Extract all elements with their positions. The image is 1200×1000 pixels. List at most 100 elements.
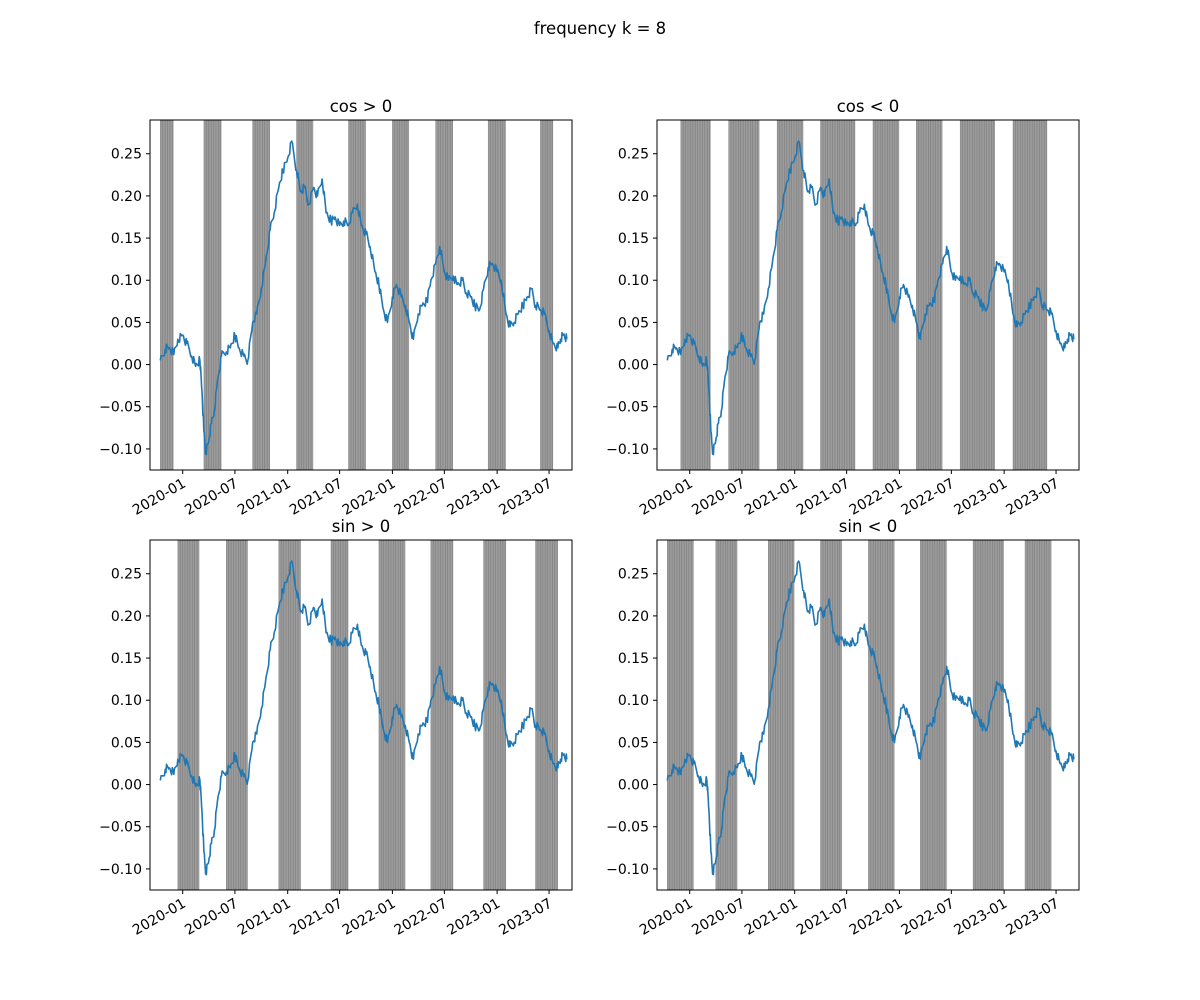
shaded-period-lines	[820, 540, 841, 890]
shaded-period	[1025, 540, 1052, 890]
shaded-period-lines	[296, 120, 312, 470]
axes-frame	[149, 119, 573, 471]
plot-area	[666, 120, 1075, 470]
y-tick-label: −0.05	[99, 820, 142, 836]
x-tick-label: 2021-01	[235, 896, 294, 939]
shaded-period	[868, 540, 895, 890]
series-line	[666, 140, 1075, 456]
y-tick-label: −0.05	[606, 820, 649, 836]
x-tick-label: 2022-07	[899, 476, 958, 519]
shaded-period-lines	[330, 540, 349, 890]
y-tick-label: 0.05	[111, 315, 142, 331]
y-tick-label: 0.10	[618, 273, 649, 289]
series-line	[159, 560, 568, 876]
x-tick-label: 2023-01	[444, 476, 503, 519]
shaded-period-lines	[916, 120, 941, 470]
y-tick-label: 0.15	[618, 231, 649, 247]
x-tick-label: 2020-01	[130, 896, 189, 939]
x-tick-label: 2021-07	[287, 476, 346, 519]
shaded-period	[435, 120, 453, 470]
x-tick-label: 2020-07	[182, 476, 241, 519]
shaded-period-lines	[667, 540, 692, 890]
x-tick-label: 2022-07	[392, 476, 451, 519]
x-tick-label: 2023-07	[1003, 476, 1062, 519]
shaded-period-lines	[226, 540, 246, 890]
shaded-period-lines	[728, 120, 758, 470]
x-tick-label: 2023-01	[951, 476, 1010, 519]
shaded-period-lines	[177, 540, 198, 890]
shaded-period	[226, 540, 248, 890]
plot-area	[666, 540, 1075, 890]
y-tick-label: 0.10	[111, 273, 142, 289]
y-tick-label: 0.00	[618, 778, 649, 794]
x-tick-label: 2020-01	[637, 476, 696, 519]
subplot-sin-negative: sin < 0 0.25 0.20 0.15 0.10 0.05 0.00 −0.05 −0.…	[606, 517, 1080, 939]
x-tick-label: 2021-01	[742, 476, 801, 519]
shaded-period-lines	[868, 540, 893, 890]
shaded-period-lines	[535, 540, 558, 890]
shaded-period-lines	[378, 540, 404, 890]
subplot-title: sin < 0	[839, 517, 897, 536]
x-tick-label: 2022-01	[847, 896, 906, 939]
shaded-period	[820, 540, 843, 890]
x-tick-label: 2022-07	[899, 896, 958, 939]
y-tick-label: 0.05	[618, 735, 649, 751]
shaded-period-lines	[540, 120, 553, 470]
y-tick-label: 0.10	[618, 693, 649, 709]
shaded-period	[296, 120, 314, 470]
x-tick-label: 2021-07	[794, 896, 853, 939]
x-tick-label: 2023-07	[1003, 896, 1062, 939]
x-tick-label: 2023-01	[444, 896, 503, 939]
y-tick-label: 0.15	[111, 231, 142, 247]
subplot-title: cos > 0	[330, 97, 393, 116]
shaded-period	[680, 120, 711, 470]
x-tick-label: 2021-01	[742, 896, 801, 939]
subplot-cos-negative: cos < 0 0.25 0.20 0.15 0.10 0.05 0.00 −0.05 −0.…	[606, 97, 1080, 519]
shaded-period-lines	[435, 120, 453, 470]
y-tick-label: 0.25	[111, 567, 142, 583]
y-tick-label: 0.05	[618, 315, 649, 331]
x-tick-label: 2020-01	[637, 896, 696, 939]
shaded-period	[540, 120, 554, 470]
shaded-period	[488, 120, 506, 470]
shaded-period	[920, 540, 947, 890]
shaded-period	[916, 120, 943, 470]
y-tick-label: 0.20	[111, 609, 142, 625]
shaded-period-lines	[430, 540, 453, 890]
x-tick-label: 2021-01	[235, 476, 294, 519]
x-tick-label: 2022-01	[847, 476, 906, 519]
x-tick-label: 2022-01	[340, 896, 399, 939]
y-tick-label: 0.05	[111, 735, 142, 751]
shaded-period-lines	[392, 120, 408, 470]
x-tick-label: 2023-01	[951, 896, 1010, 939]
axes-frame	[149, 539, 573, 891]
x-tick-label: 2020-07	[689, 896, 748, 939]
y-tick-label: 0.20	[618, 609, 649, 625]
shaded-period-lines	[1012, 120, 1047, 470]
plot-area	[159, 540, 568, 890]
series-line	[666, 560, 1075, 876]
shaded-period	[873, 120, 900, 470]
plot-area	[159, 120, 568, 470]
x-tick-label: 2021-07	[794, 476, 853, 519]
y-tick-label: −0.10	[99, 442, 142, 458]
shaded-period-lines	[252, 120, 270, 470]
y-tick-label: −0.10	[606, 862, 649, 878]
y-tick-label: 0.25	[618, 147, 649, 163]
y-tick-label: 0.00	[111, 778, 142, 794]
y-tick-label: 0.25	[618, 567, 649, 583]
axes-frame	[656, 539, 1080, 891]
subplot-cos-positive: cos > 0 0.25 0.20 0.15 0.10 0.05 0.00 −0.05 −0.…	[99, 97, 573, 519]
x-tick-label: 2020-07	[689, 476, 748, 519]
subplot-title: sin > 0	[332, 517, 390, 536]
x-tick-label: 2023-07	[496, 896, 555, 939]
x-tick-label: 2023-07	[496, 476, 555, 519]
shaded-period-lines	[160, 120, 173, 470]
shaded-period-lines	[776, 120, 802, 470]
shaded-period	[331, 540, 349, 890]
shaded-period-lines	[348, 120, 366, 470]
series-line	[159, 140, 568, 456]
shaded-period-lines	[820, 120, 855, 470]
y-tick-label: −0.05	[99, 400, 142, 416]
x-tick-label: 2022-07	[392, 896, 451, 939]
